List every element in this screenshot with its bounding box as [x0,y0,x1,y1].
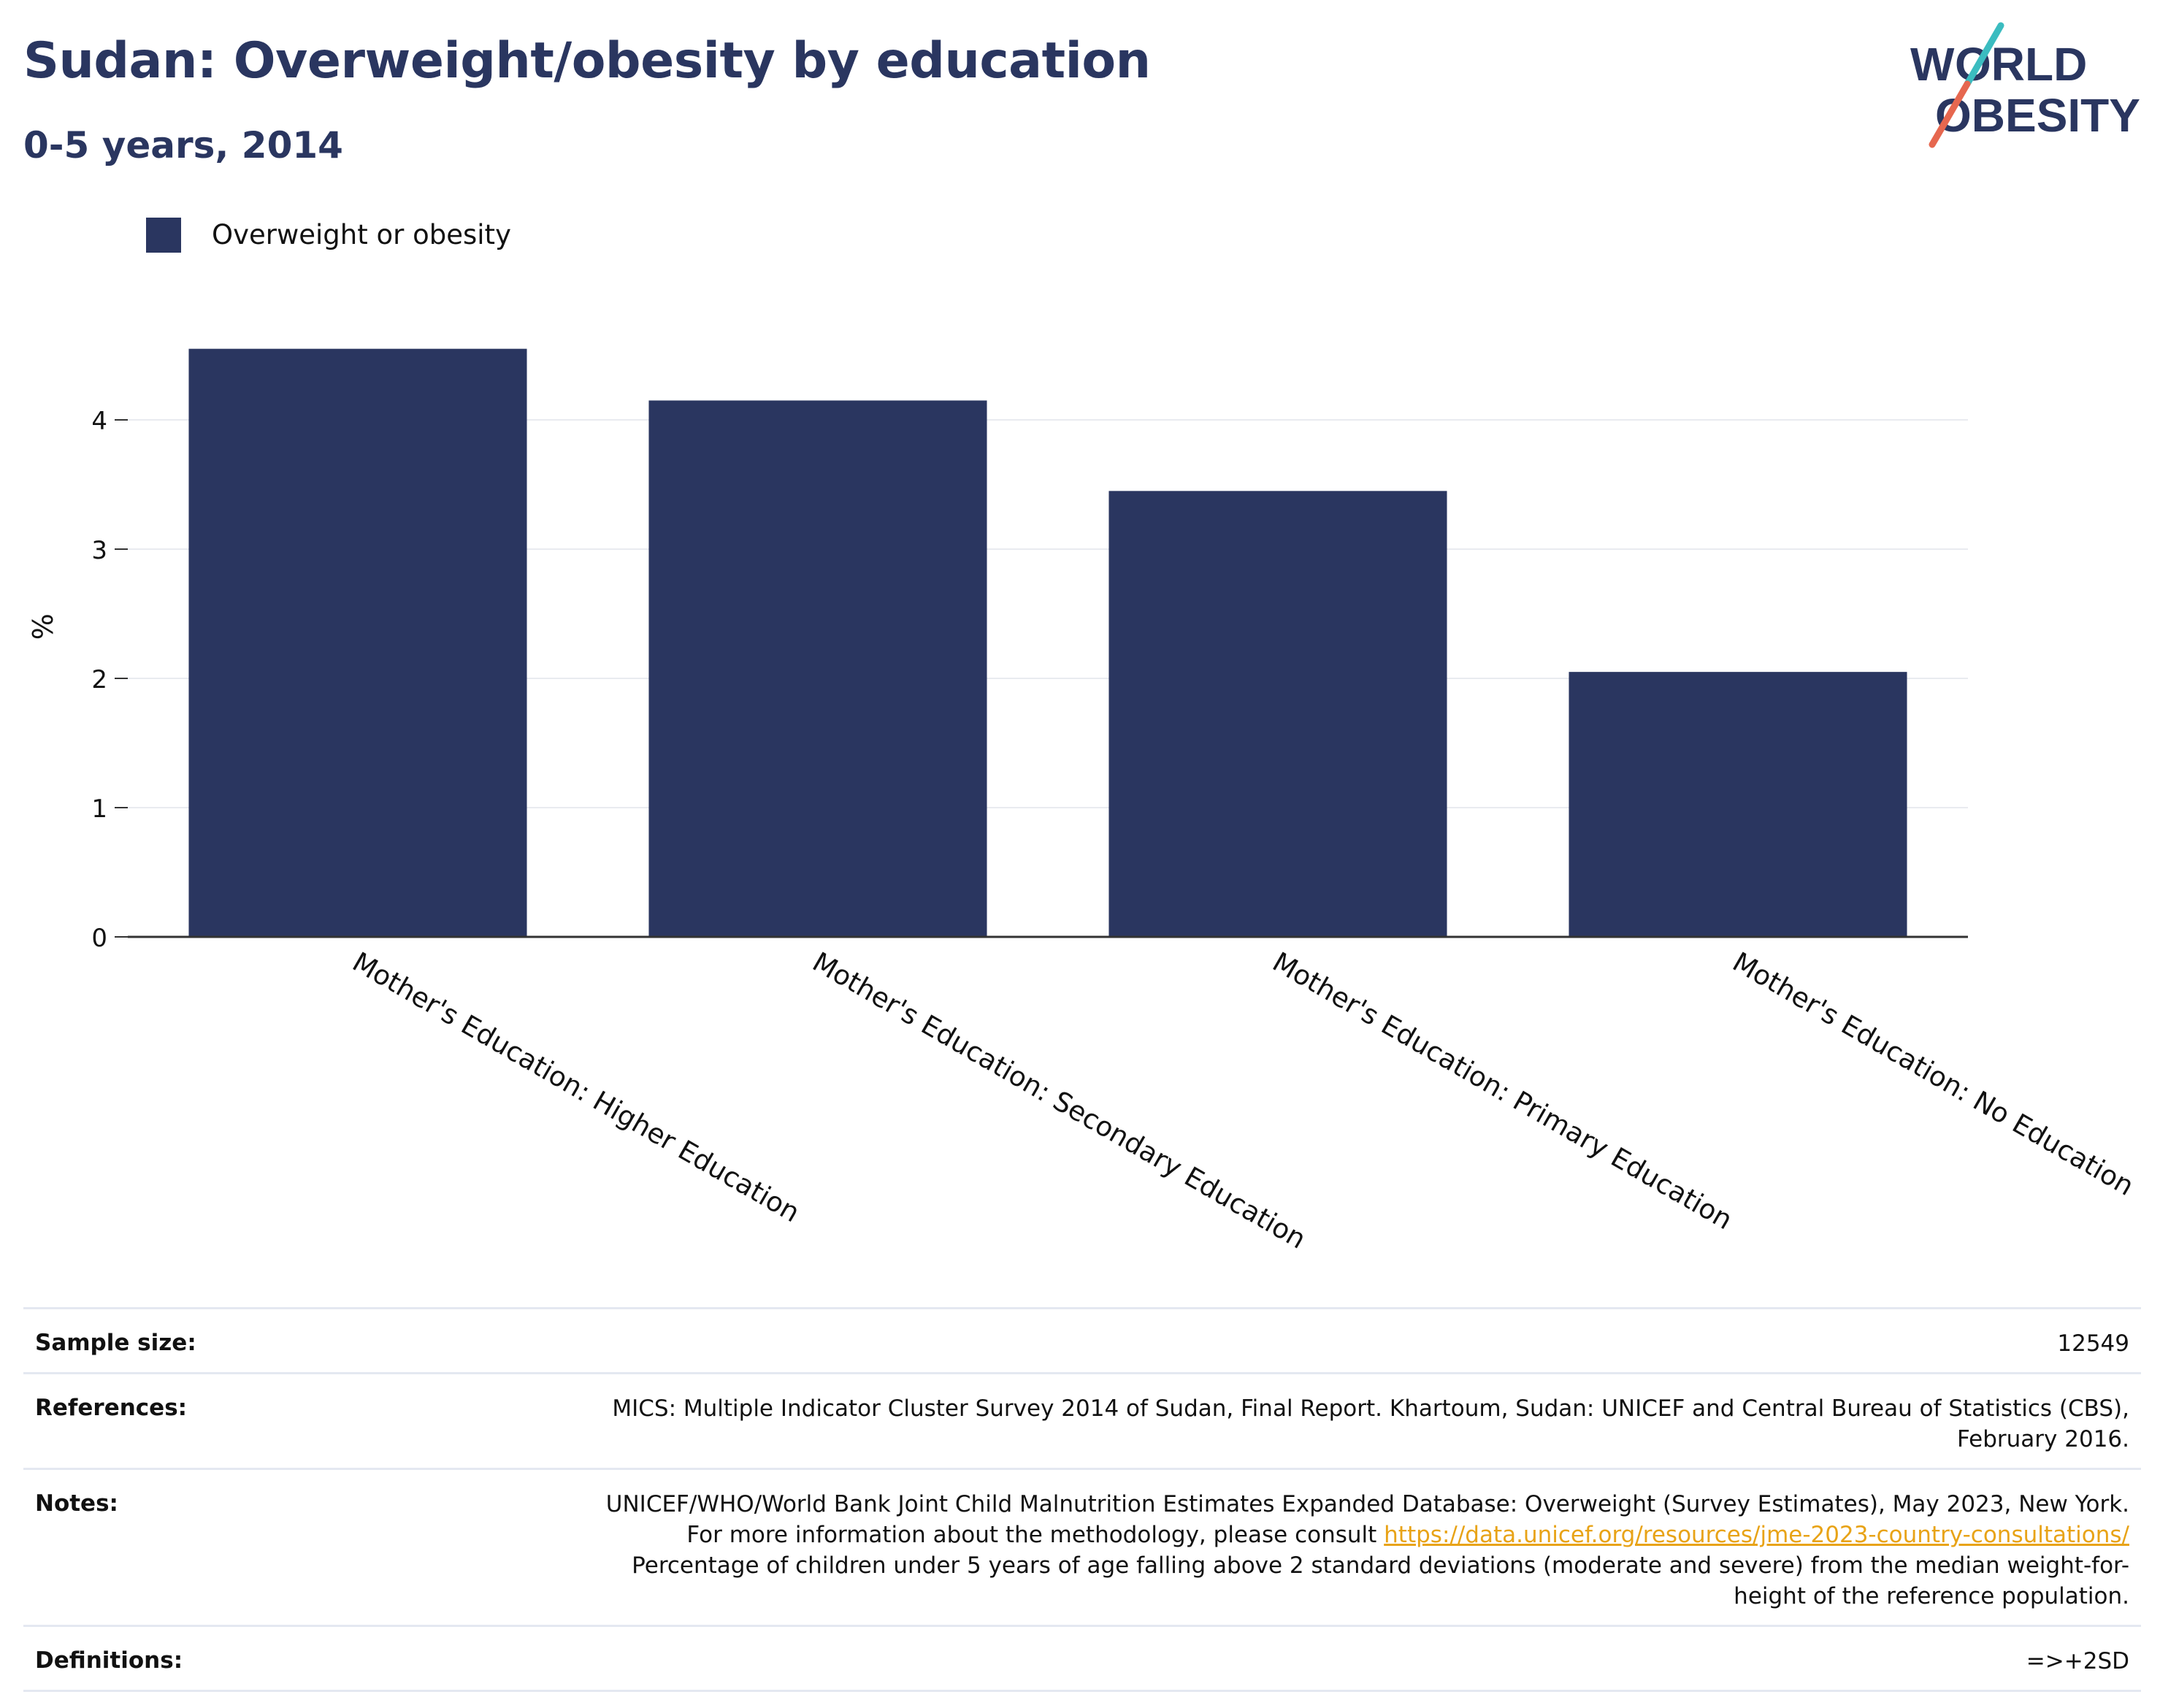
world-obesity-logo: W ORLD OBESITY [1910,22,2140,148]
x-tick-label: Mother's Education: Higher Education [348,946,805,1229]
notes-value: UNICEF/WHO/World Bank Joint Child Malnut… [596,1489,2129,1612]
bar-chart: 0 1 2 3 4% Mother's Education: Higher Educati… [27,348,2140,1255]
bar [1108,491,1447,937]
notes-text-before: UNICEF/WHO/World Bank Joint Child Malnut… [605,1491,2129,1548]
info-table: Sample size: 12549 References: MICS: Mul… [23,1307,2141,1692]
x-tick-label: Mother's Education: Secondary Education [808,946,1311,1255]
y-tick-label: 2 [91,665,107,694]
bar [648,400,987,937]
y-tick-label: 0 [91,924,107,953]
y-tick-label: 3 [91,536,107,565]
definitions-label: Definitions: [35,1647,183,1674]
sample-size-value: 12549 [2057,1330,2129,1357]
legend-swatch [146,218,181,253]
info-row-sample-size: Sample size: 12549 [23,1307,2141,1372]
chart-subtitle: 0-5 years, 2014 [23,124,343,166]
references-value: MICS: Multiple Indicator Cluster Survey … [612,1395,2129,1452]
svg-text:OBESITY: OBESITY [1935,89,2140,142]
info-row-definitions: Definitions: =>+2SD [23,1625,2141,1692]
info-row-references: References: MICS: Multiple Indicator Clu… [23,1372,2141,1468]
bar [188,348,527,937]
chart-title: Sudan: Overweight/obesity by education [23,32,1151,90]
x-tick-label: Mother's Education: Primary Education [1268,946,1738,1236]
info-row-notes: Notes: UNICEF/WHO/World Bank Joint Child… [23,1468,2141,1625]
y-axis-title: % [27,613,59,640]
notes-label: Notes: [35,1490,118,1517]
x-tick-label: Mother's Education: No Education [1728,946,2140,1202]
svg-text:W: W [1910,38,1955,91]
definitions-value: =>+2SD [2026,1648,2129,1674]
bar [1569,672,1907,937]
notes-text-after: Percentage of children under 5 years of … [632,1552,2129,1609]
y-tick-label: 4 [91,407,107,436]
y-tick-label: 1 [91,794,107,824]
sample-size-label: Sample size: [35,1330,196,1356]
references-label: References: [35,1395,188,1421]
notes-link[interactable]: https://data.unicef.org/resources/jme-20… [1384,1522,2129,1548]
legend-label: Overweight or obesity [212,219,511,250]
